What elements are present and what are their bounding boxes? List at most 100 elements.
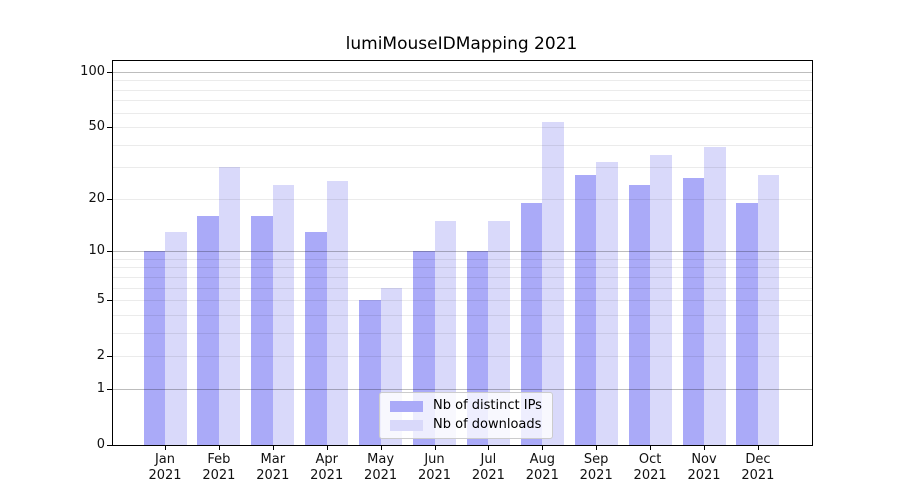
x-tick-label: Jul 2021 — [456, 452, 520, 484]
major-gridline — [113, 71, 812, 73]
y-tick-mark — [107, 300, 112, 302]
x-tick-label: Aug 2021 — [510, 452, 574, 484]
x-tick-year: 2021 — [471, 468, 505, 483]
x-tick-label: Dec 2021 — [726, 452, 790, 484]
major-gridline — [113, 251, 812, 252]
minor-gridline — [113, 167, 812, 169]
legend-item-downloads: Nb of downloads — [390, 417, 542, 433]
minor-gridline — [113, 112, 812, 114]
x-tick-mark — [650, 446, 652, 450]
x-tick-mark — [434, 446, 436, 450]
bars-layer — [113, 61, 812, 445]
x-tick-month: May — [367, 452, 395, 467]
x-tick-year: 2021 — [525, 468, 559, 483]
y-tick-label: 10 — [88, 243, 105, 258]
y-tick-mark — [107, 198, 112, 200]
minor-gridline — [113, 100, 812, 102]
y-tick-mark — [107, 127, 112, 128]
major-gridline — [113, 388, 812, 390]
x-tick-mark — [488, 446, 490, 450]
minor-gridline — [113, 300, 812, 302]
x-tick-mark — [757, 446, 759, 450]
x-tick-mark — [218, 446, 220, 450]
bar-distinct-ips — [359, 300, 381, 445]
x-tick-year: 2021 — [579, 468, 613, 483]
y-tick-label: 0 — [96, 437, 105, 452]
x-tick-month: Sep — [583, 452, 609, 467]
x-tick-mark — [596, 446, 598, 450]
x-tick-label: Jan 2021 — [133, 452, 197, 484]
x-tick-year: 2021 — [148, 468, 182, 483]
minor-gridline — [113, 258, 812, 260]
x-tick-month: Aug — [529, 452, 555, 467]
x-tick-label: Nov 2021 — [672, 452, 736, 484]
bar-downloads — [757, 175, 780, 445]
bar-downloads — [704, 146, 726, 445]
x-tick-month: Dec — [745, 452, 771, 467]
x-tick-year: 2021 — [310, 468, 344, 483]
y-tick-label: 50 — [88, 119, 105, 134]
x-tick-year: 2021 — [202, 468, 236, 483]
bar-downloads — [165, 231, 187, 445]
x-tick-month: Apr — [315, 452, 338, 467]
x-tick-label: Oct 2021 — [618, 452, 682, 484]
y-tick-label: 1 — [96, 380, 105, 396]
x-tick-month: Jun — [424, 452, 445, 467]
legend-item-distinct-ips: Nb of distinct IPs — [390, 398, 542, 414]
y-tick-label: 5 — [96, 292, 105, 308]
x-tick-month: Jan — [154, 452, 176, 467]
x-tick-label: Apr 2021 — [295, 452, 359, 484]
bar-distinct-ips — [628, 184, 651, 445]
minor-gridline — [113, 356, 812, 358]
bar-downloads — [434, 220, 456, 445]
minor-gridline — [113, 276, 812, 278]
x-tick-mark — [380, 446, 382, 450]
bar-distinct-ips — [197, 215, 219, 445]
y-tick-mark — [107, 71, 112, 73]
x-tick-month: Feb — [207, 452, 231, 467]
legend-swatch — [390, 419, 423, 431]
bar-downloads — [326, 181, 349, 445]
grid-layer — [113, 61, 812, 445]
minor-gridline — [113, 127, 812, 128]
bar-distinct-ips — [305, 231, 327, 445]
x-tick-month: Nov — [691, 452, 717, 467]
bar-downloads — [272, 184, 295, 445]
bar-downloads — [488, 220, 510, 445]
x-tick-label: Jun 2021 — [403, 452, 467, 484]
bar-distinct-ips — [682, 178, 704, 445]
bar-distinct-ips — [520, 202, 543, 445]
x-tick-month: Jul — [480, 452, 497, 467]
legend-swatch — [390, 400, 423, 412]
x-tick-mark — [326, 446, 328, 450]
bar-downloads — [542, 122, 564, 445]
minor-gridline — [113, 267, 812, 269]
y-tick-label: 100 — [80, 63, 105, 79]
minor-gridline — [113, 332, 812, 334]
minor-gridline — [113, 144, 812, 146]
x-tick-label: Feb 2021 — [187, 452, 251, 484]
x-tick-label: Mar 2021 — [241, 452, 305, 484]
minor-gridline — [113, 314, 812, 316]
y-tick-mark — [107, 445, 112, 446]
minor-gridline — [113, 198, 812, 200]
y-tick-mark — [107, 251, 112, 252]
x-tick-year: 2021 — [741, 468, 775, 483]
chart-title: lumiMouseIDMapping 2021 — [345, 34, 578, 54]
x-tick-year: 2021 — [417, 468, 452, 483]
x-tick-mark — [704, 446, 705, 450]
y-tick-label: 2 — [96, 348, 105, 364]
x-tick-label: May 2021 — [349, 452, 413, 484]
bar-distinct-ips — [143, 251, 165, 445]
x-tick-month: Mar — [260, 452, 286, 467]
x-tick-label: Sep 2021 — [564, 452, 628, 484]
x-tick-mark — [542, 446, 544, 450]
y-tick-mark — [107, 356, 112, 358]
minor-gridline — [113, 287, 812, 289]
bar-distinct-ips — [574, 175, 597, 445]
bar-downloads — [650, 155, 672, 445]
x-tick-year: 2021 — [364, 468, 398, 483]
x-tick-month: Oct — [638, 452, 662, 467]
x-tick-year: 2021 — [633, 468, 667, 483]
